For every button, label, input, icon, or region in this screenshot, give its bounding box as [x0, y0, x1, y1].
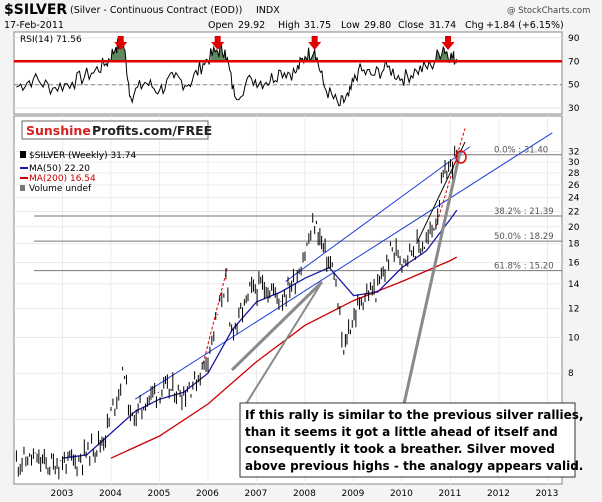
annotation-box	[239, 402, 576, 478]
price-tick-label: 10	[568, 334, 580, 344]
red-arrows	[114, 36, 455, 50]
rsi-tick-label: 70	[568, 57, 580, 67]
legend-ma200: MA(200) 16.54	[29, 174, 96, 184]
annotation-line-1: If this rally is similar to the previous…	[245, 408, 584, 422]
annotation-line-4: above previous highs - the analogy appea…	[245, 459, 583, 473]
price-tick-label: 12	[568, 304, 579, 314]
legend-price-swatch	[20, 151, 26, 158]
trend-line-blue-1	[134, 132, 553, 400]
chg-value: +1.84 (+6.15%)	[486, 20, 564, 31]
fib-label: 38.2% : 21.39	[494, 207, 554, 217]
low-label: Low	[341, 20, 360, 31]
open-value: 29.92	[238, 20, 265, 31]
x-tick-label: 2013	[535, 489, 558, 499]
x-tick-label: 2007	[244, 489, 267, 499]
rsi-tick-label: 50	[568, 81, 580, 91]
date-label: 17-Feb-2011	[4, 20, 64, 31]
rsi-overbought-fill	[308, 47, 315, 62]
rsi-series-line	[16, 37, 458, 107]
x-tick-label: 2010	[390, 489, 413, 499]
legend-price: $SILVER (Weekly) 31.74	[29, 151, 136, 161]
legend-ma50: MA(50) 22.20	[29, 164, 90, 174]
x-tick-label: 2004	[99, 489, 122, 499]
price-tick-label: 32	[568, 148, 579, 158]
x-tick-label: 2012	[487, 489, 510, 499]
price-tick-label: 8	[568, 369, 574, 379]
x-tick-label: 2006	[196, 489, 219, 499]
fib-label: 50.0% : 18.29	[494, 232, 554, 242]
low-value: 29.80	[364, 20, 391, 31]
trend-line-red-dashed	[202, 267, 228, 364]
pointer-line-3	[402, 151, 462, 405]
price-bars	[15, 145, 458, 480]
trend-line-red-dashed	[435, 128, 466, 227]
price-tick-label: 16	[568, 258, 580, 268]
red-arrow-icon	[441, 36, 455, 50]
watermark-box	[21, 120, 209, 140]
price-tick-label: 14	[568, 280, 580, 290]
x-axis-tick-labels: 2003 2004 2005 2006 2007 2008 2009 2010 2011 2012…	[50, 489, 558, 499]
pointer-line-1	[230, 280, 324, 372]
latest-high-circle	[455, 150, 467, 164]
fib-label: 0.0% : 31.40	[494, 146, 548, 156]
copyright-text: @ StockCharts.com	[507, 6, 590, 16]
rsi-tick-label: 30	[568, 104, 580, 114]
rsi-tick-label: 90	[568, 34, 580, 44]
fibonacci-levels: 0.0% : 31.40 38.2% : 21.39 50.0% : 18.29 61…	[34, 146, 562, 272]
annotation-line-2: than it seems it got a little ahead of i…	[245, 425, 558, 439]
close-label: Close	[398, 20, 424, 31]
watermark-brand-black: Profits.com/FREE	[92, 123, 212, 138]
pointer-line-2	[245, 281, 323, 405]
price-tick-label: 18	[568, 240, 580, 250]
price-tick-label: 20	[568, 223, 580, 233]
red-arrow-icon	[114, 36, 128, 50]
price-tick-labels: 68101214161820222426283032	[568, 148, 580, 426]
open-label: Open	[208, 20, 233, 31]
high-value: 31.75	[304, 20, 331, 31]
red-arrow-icon	[211, 36, 225, 50]
instrument-name: (Silver - Continuous Contract (EOD))	[70, 5, 242, 16]
legend: $SILVER (Weekly) 31.74 MA(50) 22.20 MA(2…	[20, 151, 136, 194]
price-tick-label: 22	[568, 208, 579, 218]
symbol-title: $SILVER	[4, 2, 67, 18]
exchange-label: INDX	[256, 5, 280, 16]
chg-label: Chg	[465, 20, 484, 31]
watermark-brand-red: Sunshine	[26, 123, 91, 138]
annotation-line-3: consequently it took a breather. Silver …	[245, 442, 555, 456]
rsi-title: RSI(14) 71.56	[20, 35, 82, 45]
rsi-overbought-fill	[435, 47, 448, 62]
legend-volume-swatch	[20, 185, 25, 191]
x-tick-label: 2008	[293, 489, 316, 499]
price-tick-label: 28	[568, 169, 580, 179]
annotation-callout: If this rally is similar to the previous…	[230, 151, 584, 478]
close-value: 31.74	[429, 20, 456, 31]
x-tick-label: 2009	[341, 489, 364, 499]
x-tick-label: 2003	[50, 489, 73, 499]
price-tick-label: 26	[568, 181, 580, 191]
high-label: High	[278, 20, 300, 31]
x-tick-label: 2005	[147, 489, 170, 499]
legend-volume: Volume undef	[29, 184, 92, 194]
trend-line-blue-2	[285, 146, 471, 282]
x-tick-label: 2011	[438, 489, 461, 499]
price-tick-label: 30	[568, 158, 580, 168]
price-tick-label: 24	[568, 194, 580, 204]
fib-label: 61.8% : 15.20	[494, 262, 554, 272]
rsi-tick-labels: 30 50 70 90	[568, 34, 580, 114]
red-arrow-icon	[308, 36, 322, 50]
